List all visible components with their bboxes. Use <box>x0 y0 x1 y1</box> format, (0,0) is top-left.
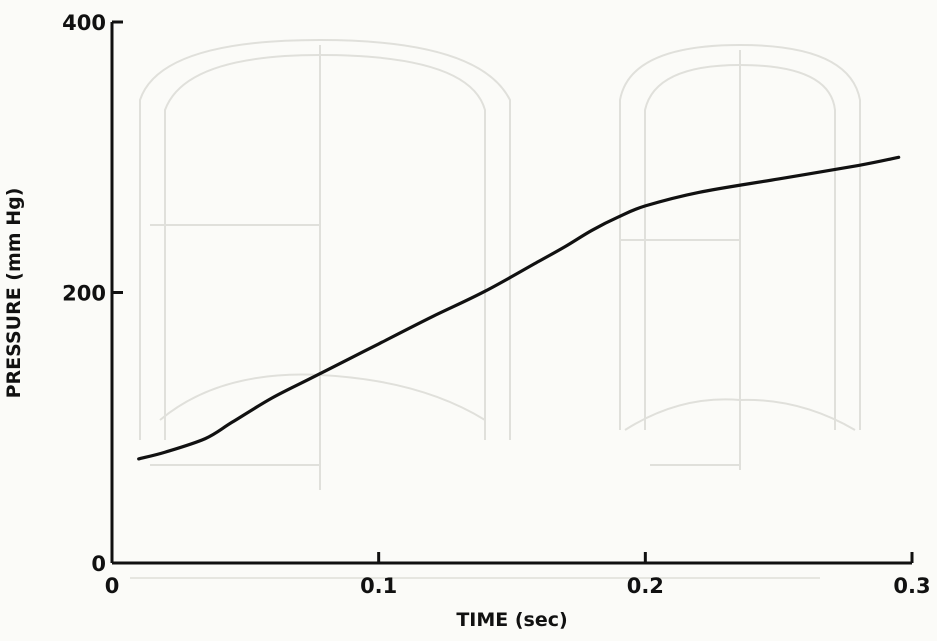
background-diagram-watermark <box>130 38 861 579</box>
x-tick-label: 0.2 <box>627 574 664 598</box>
y-tick-label: 200 <box>62 282 106 306</box>
y-tick-label: 0 <box>91 552 106 576</box>
x-axis-label: TIME (sec) <box>456 609 567 631</box>
axes: 0 0.1 0.2 0.3 0 200 400 <box>62 11 930 598</box>
x-tick-label: 0.3 <box>893 574 930 598</box>
y-axis-label: PRESSURE (mm Hg) <box>3 188 25 399</box>
x-tick-label: 0.1 <box>360 574 397 598</box>
pressure-series-line <box>137 155 901 461</box>
y-tick-label: 400 <box>62 11 106 35</box>
series-layer <box>137 155 901 461</box>
x-tick-label: 0 <box>105 574 120 598</box>
